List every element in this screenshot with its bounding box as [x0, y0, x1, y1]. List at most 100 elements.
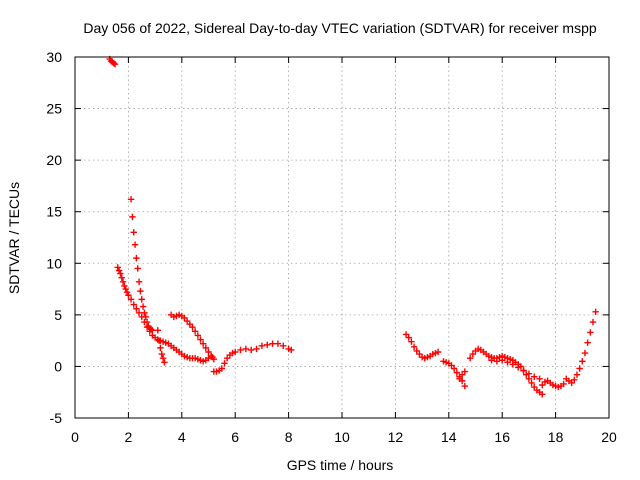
series-seg_k — [488, 357, 543, 383]
x-tick-label: 12 — [388, 429, 404, 445]
data-point — [274, 340, 282, 347]
data-point — [531, 373, 538, 380]
data-point — [127, 296, 135, 303]
data-point — [450, 365, 458, 372]
data-point — [589, 318, 597, 326]
series-seg_f — [210, 340, 295, 375]
data-point — [121, 282, 128, 290]
data-point — [509, 361, 517, 368]
y-tick-label: 10 — [46, 255, 62, 271]
data-point — [130, 229, 137, 236]
data-point — [587, 329, 594, 336]
data-point — [466, 354, 474, 362]
data-point — [133, 305, 140, 312]
data-point — [129, 213, 136, 221]
y-tick-label: -5 — [50, 410, 63, 426]
data-point — [117, 270, 124, 277]
y-tick-labels: -5 0 5 10 15 20 25 30 — [46, 49, 62, 426]
y-tick-label: 25 — [46, 101, 62, 117]
data-point — [581, 349, 589, 357]
series-seg_b — [127, 196, 156, 334]
y-tick-label: 0 — [54, 358, 62, 374]
data-point — [115, 267, 123, 274]
data-point — [242, 345, 250, 353]
data-point — [453, 369, 461, 376]
data-point — [515, 364, 522, 371]
data-point — [571, 376, 578, 384]
data-point — [434, 348, 442, 356]
data-point — [122, 285, 129, 293]
data-points — [106, 55, 599, 398]
data-point — [258, 342, 266, 349]
y-axis-title: SDTVAR / TECUs — [6, 182, 22, 294]
data-point — [280, 342, 287, 349]
series-seg_i — [456, 368, 469, 383]
data-point — [253, 345, 260, 353]
data-point — [189, 324, 196, 331]
data-point — [137, 287, 144, 295]
x-tick-label: 20 — [601, 429, 617, 445]
data-point — [155, 337, 163, 344]
data-point — [528, 379, 535, 387]
data-point — [410, 343, 418, 351]
data-point — [110, 59, 117, 67]
data-point — [536, 375, 543, 383]
grid-lines — [75, 57, 609, 418]
data-point — [237, 346, 244, 354]
data-point — [197, 336, 204, 343]
x-tick-label: 14 — [441, 429, 457, 445]
data-point — [576, 365, 583, 372]
data-point — [143, 324, 151, 331]
data-point — [161, 359, 168, 366]
data-point — [499, 357, 506, 364]
x-tick-label: 0 — [71, 429, 79, 445]
x-tick-label: 18 — [548, 429, 564, 445]
data-point — [579, 358, 586, 365]
data-point — [504, 359, 511, 366]
data-point — [123, 288, 131, 296]
data-point — [584, 339, 591, 346]
x-tick-labels: 0 2 4 6 8 10 12 14 16 18 20 — [71, 429, 617, 445]
data-point — [138, 313, 145, 321]
data-point — [264, 341, 271, 348]
data-point — [461, 368, 469, 375]
data-point — [221, 360, 228, 367]
data-point — [525, 370, 533, 377]
data-point — [248, 346, 255, 354]
data-point — [573, 371, 581, 378]
data-point — [218, 365, 226, 372]
data-point — [202, 344, 210, 352]
data-point — [232, 348, 239, 356]
data-point — [199, 340, 207, 347]
data-point — [520, 367, 527, 374]
data-point — [539, 391, 546, 398]
series-seg_m — [563, 308, 599, 387]
series-seg_d — [154, 327, 168, 366]
series-seg_j — [466, 345, 546, 398]
data-point — [135, 309, 143, 316]
data-point — [456, 375, 463, 383]
x-axis-title: GPS time / hours — [287, 457, 394, 473]
data-point — [141, 309, 148, 316]
data-point — [146, 328, 153, 335]
y-tick-label: 15 — [46, 204, 62, 220]
data-point — [210, 356, 218, 363]
data-point — [592, 308, 599, 315]
y-tick-label: 5 — [54, 307, 62, 323]
data-point — [118, 274, 125, 281]
data-point — [560, 380, 567, 388]
data-point — [114, 264, 121, 271]
series-seg_a — [106, 55, 119, 68]
x-tick-label: 8 — [285, 429, 293, 445]
data-point — [135, 278, 143, 286]
data-point — [405, 334, 412, 341]
data-point — [154, 327, 161, 334]
y-tick-label: 30 — [46, 49, 62, 65]
data-point — [493, 358, 501, 365]
series-seg_c — [114, 264, 216, 365]
data-point — [408, 338, 415, 345]
data-point — [138, 296, 145, 303]
y-tick-label: 20 — [46, 152, 62, 168]
data-point — [119, 278, 127, 286]
data-point — [131, 241, 139, 248]
